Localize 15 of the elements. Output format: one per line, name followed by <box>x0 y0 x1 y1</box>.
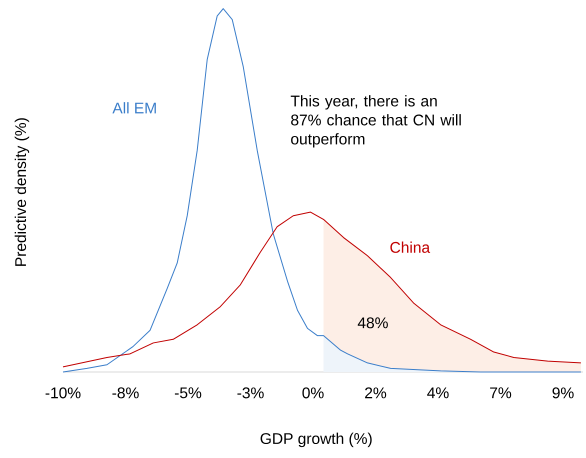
x-tick-label: -3% <box>237 387 264 398</box>
y-axis-title: Predictive density (%) <box>14 118 30 266</box>
x-tick-label: 9% <box>552 387 574 398</box>
annotation: 48% <box>358 317 388 328</box>
x-tick-label: 2% <box>365 387 386 398</box>
x-tick-label: -5% <box>174 387 202 398</box>
annotation: This year, there is an 87% chance that CN will outperform <box>290 95 461 148</box>
x-tick-label: -8% <box>112 387 139 398</box>
x-tick-label: 4% <box>427 387 449 398</box>
x-tick-label: 0% <box>302 387 324 398</box>
x-tick-label: -10% <box>46 387 81 398</box>
series-label: China <box>390 242 430 253</box>
text: All EM <box>112 102 156 114</box>
x-axis-title: GDP growth (%) <box>260 432 372 448</box>
x-tick-label: 7% <box>490 387 512 398</box>
